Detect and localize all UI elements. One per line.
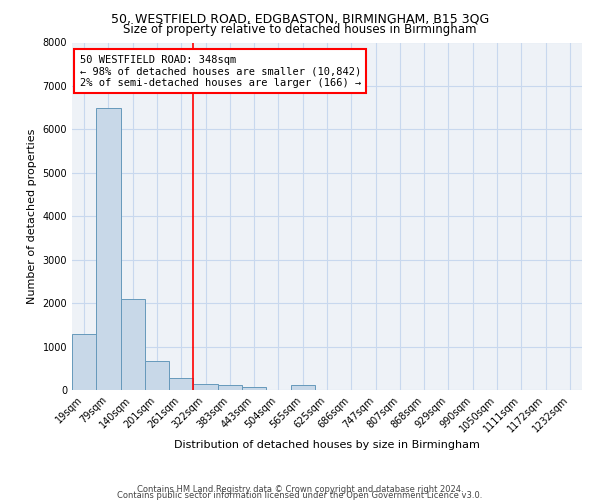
Bar	[193, 384, 218, 390]
Bar	[145, 361, 169, 390]
Bar	[169, 378, 193, 390]
Text: Contains public sector information licensed under the Open Government Licence v3: Contains public sector information licen…	[118, 490, 482, 500]
Bar	[218, 385, 242, 390]
Y-axis label: Number of detached properties: Number of detached properties	[27, 128, 37, 304]
X-axis label: Distribution of detached houses by size in Birmingham: Distribution of detached houses by size …	[174, 440, 480, 450]
Text: Size of property relative to detached houses in Birmingham: Size of property relative to detached ho…	[123, 22, 477, 36]
Text: 50, WESTFIELD ROAD, EDGBASTON, BIRMINGHAM, B15 3QG: 50, WESTFIELD ROAD, EDGBASTON, BIRMINGHA…	[111, 12, 489, 26]
Bar	[121, 299, 145, 390]
Bar	[96, 108, 121, 390]
Bar	[290, 385, 315, 390]
Bar	[242, 386, 266, 390]
Text: Contains HM Land Registry data © Crown copyright and database right 2024.: Contains HM Land Registry data © Crown c…	[137, 484, 463, 494]
Bar	[72, 334, 96, 390]
Text: 50 WESTFIELD ROAD: 348sqm
← 98% of detached houses are smaller (10,842)
2% of se: 50 WESTFIELD ROAD: 348sqm ← 98% of detac…	[80, 54, 361, 88]
